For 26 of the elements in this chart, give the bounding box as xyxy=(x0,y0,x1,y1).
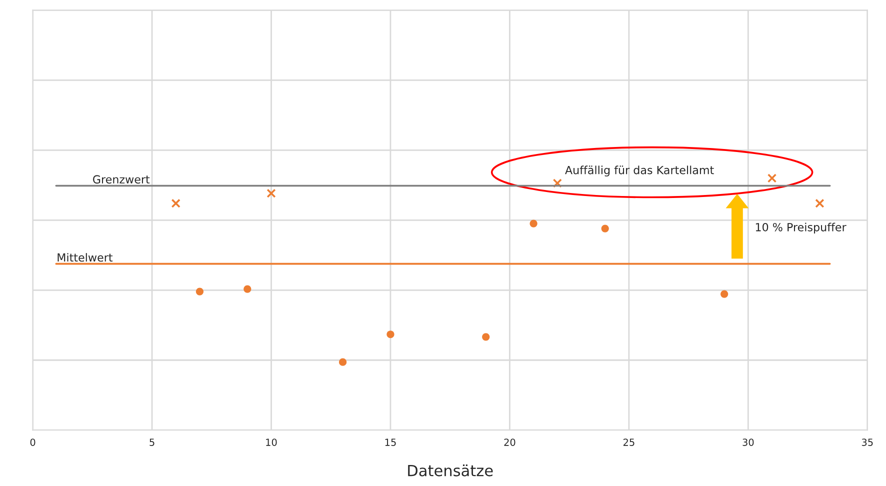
point xyxy=(552,178,562,188)
x-tick-label: 15 xyxy=(385,438,396,446)
point xyxy=(171,198,180,208)
point xyxy=(266,188,276,198)
point xyxy=(720,290,728,298)
x-tick-label: 5 xyxy=(150,438,154,446)
point xyxy=(530,220,538,228)
x-tick-label: 35 xyxy=(862,438,873,446)
x-tick-label: 0 xyxy=(30,438,36,446)
point xyxy=(815,198,824,208)
x-tick-label: 20 xyxy=(504,438,516,446)
x-tick-label: 25 xyxy=(623,438,634,446)
ref-line-label: Mittelwert xyxy=(58,253,113,262)
point xyxy=(601,224,609,232)
point xyxy=(338,358,347,366)
point xyxy=(767,174,777,183)
ref-line-label: Grenzwert xyxy=(93,175,150,184)
point xyxy=(386,330,394,338)
text: Auffällig für das Kartellamt xyxy=(565,166,714,176)
point xyxy=(482,333,490,341)
point xyxy=(244,285,252,293)
point xyxy=(196,288,204,296)
x-tick-label: 30 xyxy=(742,438,754,446)
x-axis-title: Datensätze xyxy=(408,464,493,476)
annotation: 10 % Preispuffer xyxy=(756,222,846,234)
x-tick-label: 10 xyxy=(266,438,277,446)
